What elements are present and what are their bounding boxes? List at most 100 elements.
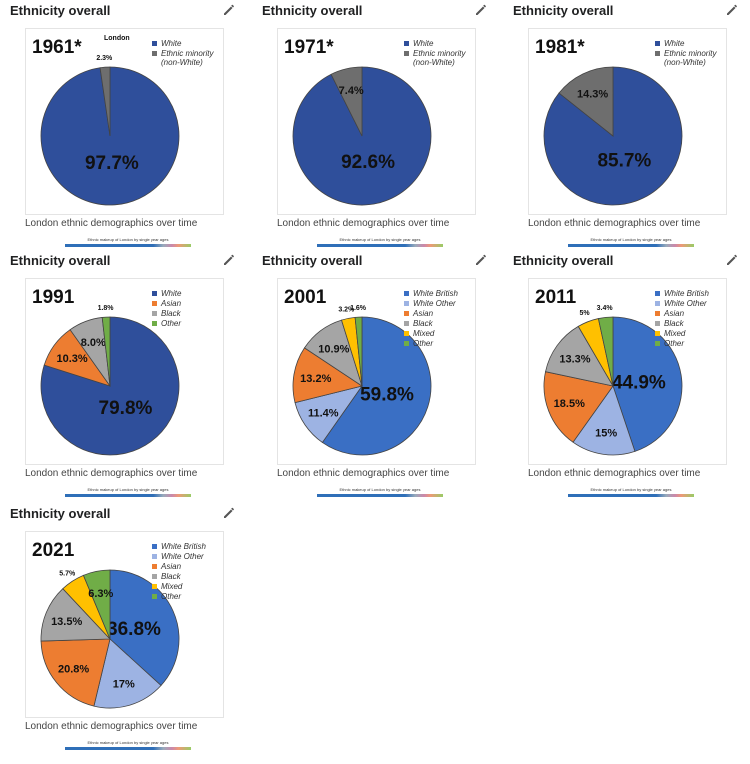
thumbnail-strip[interactable]: Ethnic makeup of London by single year a… — [65, 740, 191, 752]
strip-bar — [568, 494, 694, 497]
thumbnail-strip[interactable]: Ethnic makeup of London by single year a… — [65, 487, 191, 499]
legend-swatch — [152, 321, 157, 326]
slice-label: 6.3% — [88, 588, 113, 600]
legend-swatch — [152, 574, 157, 579]
pie-slice — [330, 66, 363, 137]
thumbnail-strip[interactable]: Ethnic makeup of London by single year a… — [568, 237, 694, 249]
legend-swatch — [152, 291, 157, 296]
panel-title: Ethnicity overall — [262, 3, 363, 18]
chart-panel: Ethnicity overall 44.9% 15% 18.5% 13.3% 5% 3.4… — [513, 250, 749, 500]
legend-label: Black — [413, 319, 433, 328]
chart-title: 2021 — [32, 540, 75, 561]
legend-item: Ethnic minority (non-White) — [404, 49, 474, 67]
pie-slice — [292, 347, 363, 404]
pie-chart: 79.8% 10.3% 8.0% 1.8% — [40, 305, 180, 456]
chart-title: 1961* — [32, 37, 82, 58]
legend-label: White — [161, 39, 182, 48]
strip-bar — [65, 244, 191, 247]
chart-subtitle: London — [104, 35, 130, 42]
slice-label: 11.4% — [308, 407, 339, 419]
strip-label: Ethnic makeup of London by single year a… — [339, 487, 421, 492]
slice-label: 85.7% — [597, 150, 651, 171]
slice-label: 10.9% — [318, 343, 349, 355]
panel-title: Ethnicity overall — [262, 253, 363, 268]
thumbnail-strip[interactable]: Ethnic makeup of London by single year a… — [568, 487, 694, 499]
panel-title: Ethnicity overall — [513, 3, 614, 18]
pie-slice — [93, 638, 162, 709]
legend-item: Ethnic minority (non-White) — [152, 49, 222, 67]
slice-label: 7.4% — [339, 85, 364, 97]
legend-swatch — [152, 544, 157, 549]
chart-frame: 36.8% 17% 20.8% 13.5% 5.7% 6.3% 2021 White Brit… — [25, 531, 224, 718]
edit-button[interactable] — [474, 253, 488, 272]
legend-label: White British — [161, 542, 206, 551]
legend-label: Mixed — [161, 582, 183, 591]
slice-label: 13.2% — [300, 373, 331, 385]
strip-label: Ethnic makeup of London by single year a… — [87, 237, 169, 242]
chart-title: 1991 — [32, 287, 75, 308]
pie-slice — [40, 638, 111, 707]
slice-label: 15% — [595, 427, 617, 439]
legend-item: Mixed — [152, 582, 222, 591]
legend-swatch — [404, 41, 409, 46]
edit-button[interactable] — [222, 506, 236, 525]
legend-item: White British — [404, 289, 474, 298]
chart-frame: 44.9% 15% 18.5% 13.3% 5% 3.4% 2011 White Britis… — [528, 278, 727, 465]
legend-item: White — [152, 289, 222, 298]
legend-item: White — [655, 39, 725, 48]
legend-item: Black — [152, 572, 222, 581]
caption: London ethnic demographics over time — [277, 468, 450, 479]
panel-title: Ethnicity overall — [10, 253, 111, 268]
pie-slice — [612, 316, 683, 452]
pie-slice — [558, 66, 614, 137]
slice-label: 79.8% — [99, 398, 153, 419]
legend-item: White — [404, 39, 474, 48]
panel-title: Ethnicity overall — [10, 3, 111, 18]
pie-chart: 85.7% 14.3% — [543, 66, 683, 206]
legend-item: White Other — [152, 552, 222, 561]
edit-button[interactable] — [725, 3, 739, 22]
slice-label: 13.5% — [51, 616, 82, 628]
legend: White Asian Black Other — [152, 289, 222, 329]
legend-item: Ethnic minority (non-White) — [655, 49, 725, 67]
caption: London ethnic demographics over time — [25, 721, 198, 732]
thumbnail-strip[interactable]: Ethnic makeup of London by single year a… — [317, 237, 443, 249]
strip-label: Ethnic makeup of London by single year a… — [590, 487, 672, 492]
edit-button[interactable] — [222, 253, 236, 272]
legend-item: Black — [152, 309, 222, 318]
strip-label: Ethnic makeup of London by single year a… — [590, 237, 672, 242]
slice-label: 20.8% — [58, 663, 89, 675]
legend-label: Asian — [161, 562, 182, 571]
slice-label: 92.6% — [341, 152, 395, 173]
legend-item: Asian — [404, 309, 474, 318]
strip-label: Ethnic makeup of London by single year a… — [87, 487, 169, 492]
legend-item: White Other — [655, 299, 725, 308]
pie-slice — [101, 316, 111, 387]
legend-item: White — [152, 39, 222, 48]
strip-bar — [568, 244, 694, 247]
edit-button[interactable] — [222, 3, 236, 22]
chart-frame: 79.8% 10.3% 8.0% 1.8% 1991 White Asian Black Oth… — [25, 278, 224, 465]
thumbnail-strip[interactable]: Ethnic makeup of London by single year a… — [65, 237, 191, 249]
chart-panel: Ethnicity overall 36.8% 17% 20.8% 13.5% 5.7% 6… — [10, 503, 246, 753]
legend-label: Ethnic minority (non-White) — [161, 49, 214, 67]
edit-button[interactable] — [725, 253, 739, 272]
strip-bar — [65, 747, 191, 750]
slice-label: 97.7% — [85, 153, 139, 174]
chart-panel: Ethnicity overall 79.8% 10.3% 8.0% 1.8% 1991 W… — [10, 250, 246, 500]
caption: London ethnic demographics over time — [528, 218, 701, 229]
pie-slice — [109, 569, 180, 687]
legend-label: Ethnic minority (non-White) — [664, 49, 717, 67]
pie-chart: 92.6% 7.4% — [292, 66, 432, 206]
pie-slice — [572, 385, 636, 456]
panel-title: Ethnicity overall — [513, 253, 614, 268]
thumbnail-strip[interactable]: Ethnic makeup of London by single year a… — [317, 487, 443, 499]
legend-label: White British — [413, 289, 458, 298]
legend-swatch — [152, 311, 157, 316]
legend-swatch — [404, 291, 409, 296]
legend-item: Other — [404, 339, 474, 348]
strip-bar — [65, 494, 191, 497]
edit-button[interactable] — [474, 3, 488, 22]
legend-item: Other — [152, 319, 222, 328]
